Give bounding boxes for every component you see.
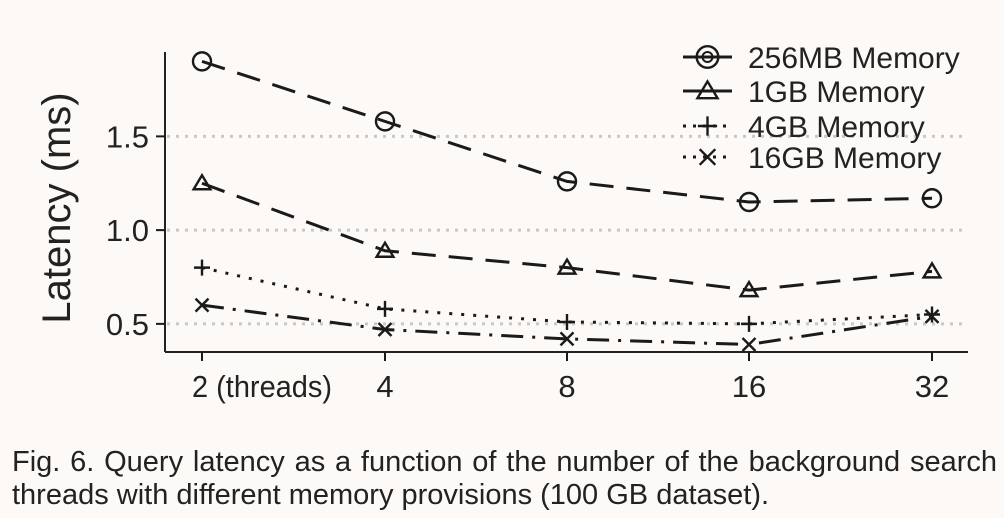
triangle-marker [191, 172, 213, 191]
triangle-marker [921, 261, 943, 279]
legend-label: 16GB Memory [748, 142, 941, 175]
triangle-marker [738, 279, 760, 298]
circle-marker [921, 188, 943, 209]
latency-chart: 0.51.01.52 (threads) 4 8 16 32 Latency (ms) … [35, 42, 968, 404]
legend-entry: 256MB Memory [683, 42, 960, 75]
legend-label: 4GB Memory [748, 111, 925, 144]
series-line [201, 59, 933, 204]
y-tick-label: 1.5 [106, 119, 149, 154]
circle-marker [374, 111, 396, 132]
triangle-marker [695, 79, 720, 100]
grid-lines [167, 134, 968, 326]
plus-marker [559, 314, 575, 330]
triangle-marker [556, 257, 578, 275]
series-line [201, 266, 933, 326]
legend-label: 1GB Memory [748, 76, 925, 109]
x-marker [559, 331, 575, 347]
series-line [201, 303, 933, 347]
circle-marker-inner [701, 51, 714, 63]
series-lines [191, 51, 943, 352]
legend-label: 256MB Memory [748, 42, 960, 75]
ticks: 0.5 1.0 1.5 2 (threads) 4 8 16 32 [106, 119, 949, 404]
x-tick-label: 2 (threads) [192, 369, 332, 404]
series-line [201, 181, 933, 292]
legend-entry: 1GB Memory [683, 76, 925, 109]
x-tick-label: 8 [558, 369, 575, 404]
plus-marker [377, 300, 393, 317]
series-group [194, 297, 940, 352]
x-marker [377, 322, 393, 337]
figure-caption: Fig. 6. Query latency as a function of t… [12, 446, 997, 511]
circle-marker [191, 51, 213, 72]
circle-marker [556, 171, 578, 192]
x-tick-label: 32 [915, 369, 949, 404]
circle-marker [738, 191, 760, 213]
legend-entry: 4GB Memory [683, 111, 925, 144]
x-marker [924, 309, 940, 324]
triangle-marker [374, 240, 396, 258]
series-group [191, 51, 943, 213]
plus-marker [924, 306, 940, 323]
x-marker [194, 297, 210, 313]
y-tick-label: 0.5 [106, 307, 149, 342]
legend-entry: 16GB Memory [683, 142, 941, 175]
series-group [191, 172, 943, 298]
x-marker [698, 148, 717, 166]
plus-marker [194, 259, 210, 276]
x-tick-label: 16 [732, 369, 766, 404]
x-tick-label: 4 [376, 369, 393, 404]
y-tick-label: 1.0 [106, 213, 149, 248]
series-group [194, 259, 940, 332]
y-axis-label: Latency (ms) [35, 92, 79, 323]
circle-marker [695, 45, 720, 70]
plus-marker [741, 315, 757, 332]
plus-marker [697, 116, 718, 136]
x-marker [741, 337, 757, 352]
